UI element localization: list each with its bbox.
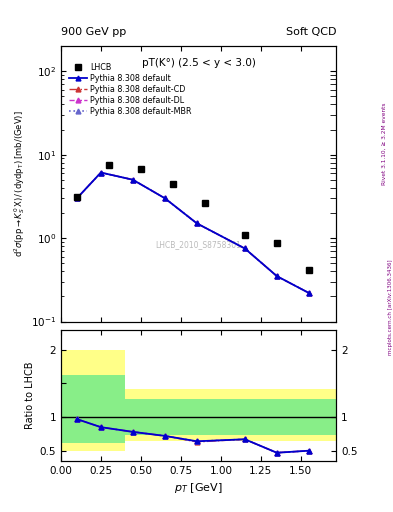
Pythia 8.308 default-MBR	[163, 195, 167, 201]
Pythia 8.308 default-DL	[130, 177, 135, 183]
LHCB	[75, 194, 79, 200]
LHCB	[138, 165, 143, 172]
Pythia 8.308 default-DL	[75, 195, 79, 201]
Text: 900 GeV pp: 900 GeV pp	[61, 27, 126, 37]
Pythia 8.308 default	[99, 169, 103, 176]
Legend: LHCB, Pythia 8.308 default, Pythia 8.308 default-CD, Pythia 8.308 default-DL, Py: LHCB, Pythia 8.308 default, Pythia 8.308…	[68, 61, 193, 117]
LHCB	[202, 200, 207, 206]
Pythia 8.308 default-CD	[75, 195, 79, 201]
Pythia 8.308 default-CD	[195, 220, 199, 226]
Pythia 8.308 default-DL	[99, 169, 103, 176]
Pythia 8.308 default	[307, 290, 311, 296]
Pythia 8.308 default-CD	[242, 245, 247, 251]
Pythia 8.308 default-DL	[274, 273, 279, 279]
Pythia 8.308 default-MBR	[99, 169, 103, 176]
Pythia 8.308 default	[274, 273, 279, 279]
LHCB	[171, 181, 175, 187]
Pythia 8.308 default-MBR	[130, 177, 135, 183]
Line: Pythia 8.308 default-CD: Pythia 8.308 default-CD	[75, 170, 311, 295]
Pythia 8.308 default	[163, 195, 167, 201]
Pythia 8.308 default-CD	[130, 177, 135, 183]
Pythia 8.308 default-MBR	[195, 220, 199, 226]
LHCB	[242, 231, 247, 238]
Pythia 8.308 default-MBR	[75, 195, 79, 201]
Text: pT(K°) (2.5 < y < 3.0): pT(K°) (2.5 < y < 3.0)	[141, 58, 255, 69]
LHCB	[307, 266, 311, 272]
Pythia 8.308 default-DL	[242, 245, 247, 251]
LHCB	[274, 240, 279, 246]
Line: Pythia 8.308 default: Pythia 8.308 default	[75, 170, 311, 295]
Pythia 8.308 default-MBR	[307, 290, 311, 296]
Pythia 8.308 default-MBR	[274, 273, 279, 279]
Pythia 8.308 default-CD	[163, 195, 167, 201]
Pythia 8.308 default-MBR	[242, 245, 247, 251]
Text: Soft QCD: Soft QCD	[286, 27, 336, 37]
Pythia 8.308 default	[75, 195, 79, 201]
LHCB	[107, 162, 111, 168]
Pythia 8.308 default-DL	[163, 195, 167, 201]
Pythia 8.308 default	[130, 177, 135, 183]
X-axis label: $p_T\ [\mathrm{GeV}]$: $p_T\ [\mathrm{GeV}]$	[174, 481, 223, 495]
Text: Rivet 3.1.10, ≥ 3.2M events: Rivet 3.1.10, ≥ 3.2M events	[382, 102, 387, 185]
Pythia 8.308 default-DL	[307, 290, 311, 296]
Y-axis label: Ratio to LHCB: Ratio to LHCB	[26, 361, 35, 429]
Pythia 8.308 default-CD	[274, 273, 279, 279]
Y-axis label: $\mathsf{d}^2\sigma(\mathsf{pp}{\rightarrow}K^0_S\,\mathsf{X})\,/\,(\mathsf{dydp: $\mathsf{d}^2\sigma(\mathsf{pp}{\rightar…	[12, 111, 26, 257]
Pythia 8.308 default-CD	[307, 290, 311, 296]
Pythia 8.308 default-DL	[195, 220, 199, 226]
Text: mcplots.cern.ch [arXiv:1306.3436]: mcplots.cern.ch [arXiv:1306.3436]	[388, 260, 393, 355]
Line: Pythia 8.308 default-MBR: Pythia 8.308 default-MBR	[75, 170, 311, 295]
Pythia 8.308 default-CD	[99, 169, 103, 176]
Text: LHCB_2010_S8758301: LHCB_2010_S8758301	[156, 240, 241, 249]
Line: Pythia 8.308 default-DL: Pythia 8.308 default-DL	[75, 170, 311, 295]
Line: LHCB: LHCB	[73, 162, 312, 273]
Pythia 8.308 default	[195, 220, 199, 226]
Pythia 8.308 default	[242, 245, 247, 251]
